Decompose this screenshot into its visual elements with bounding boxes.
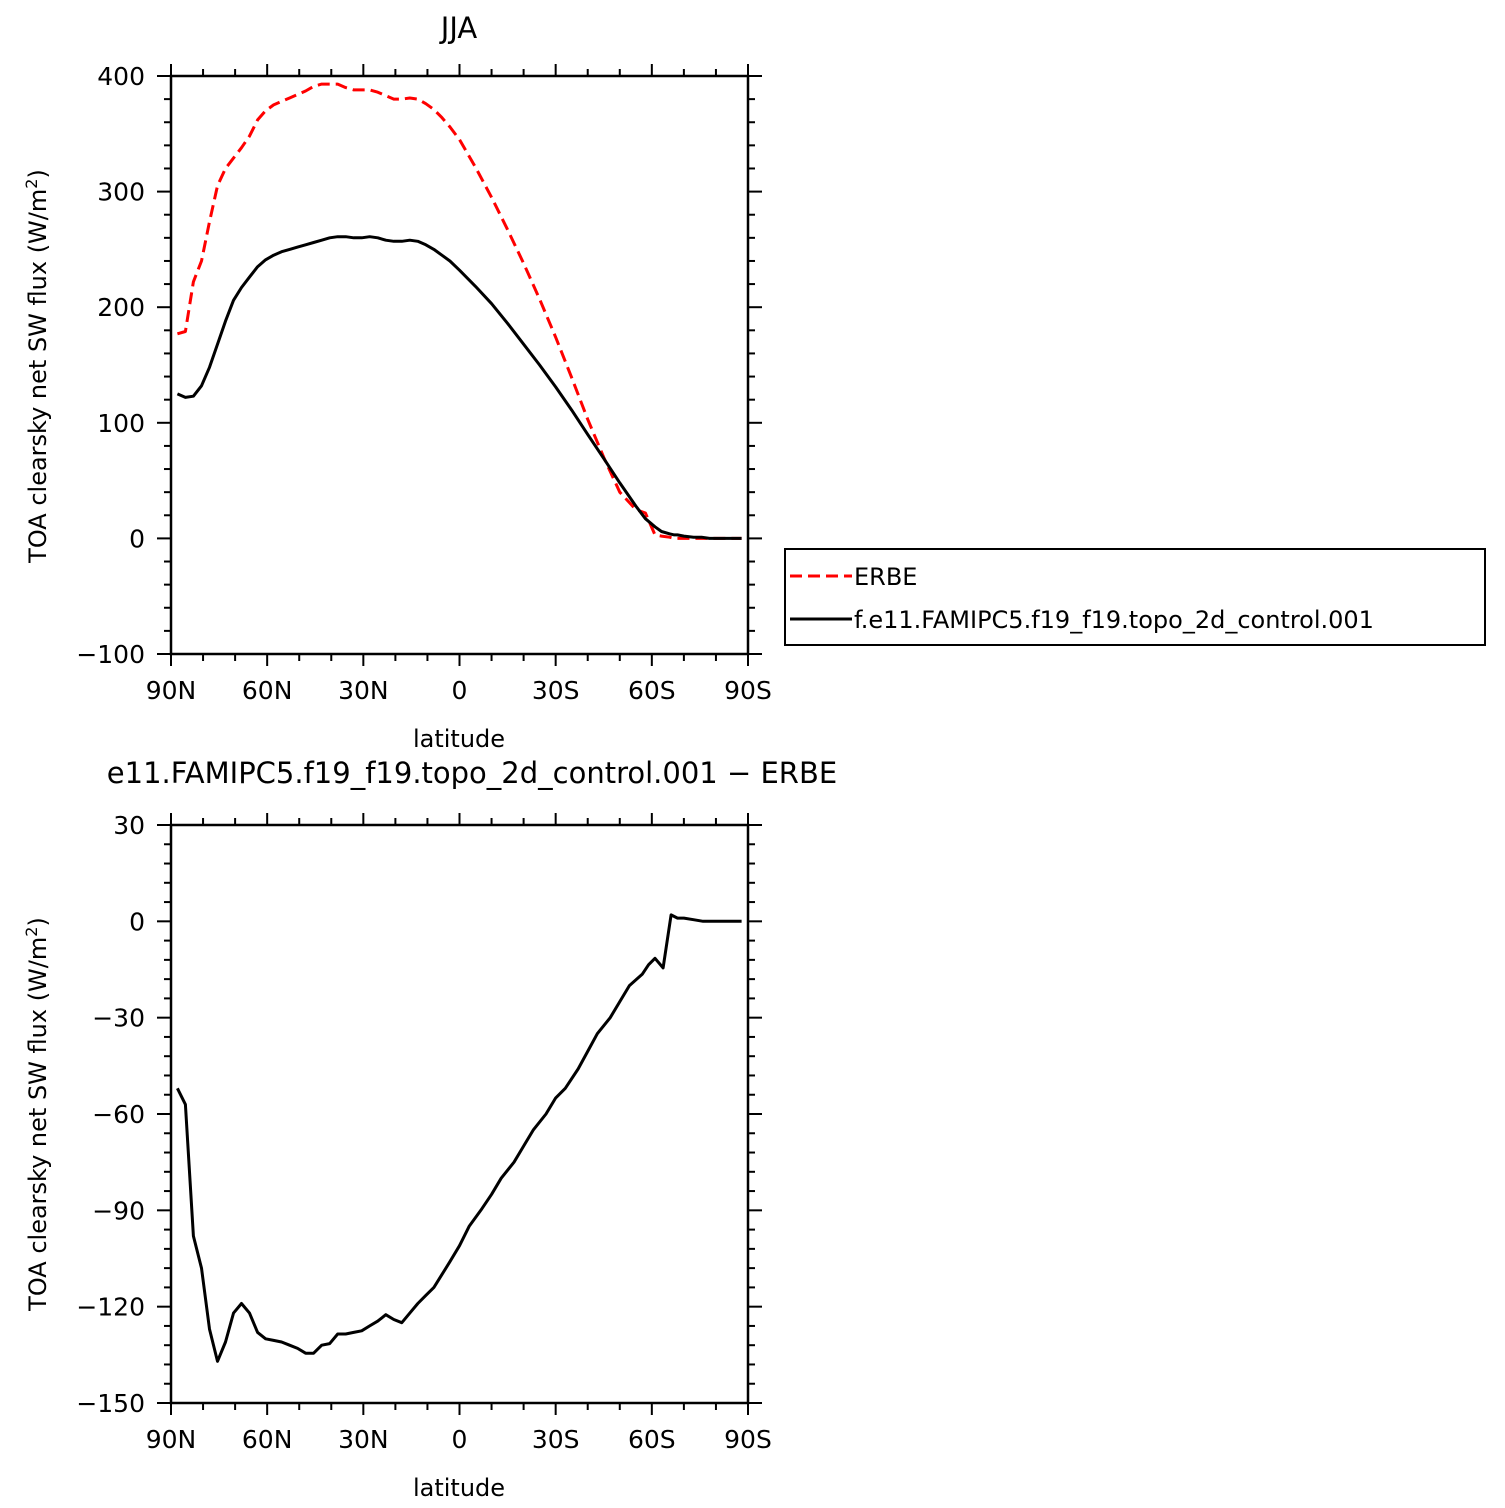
top-chart-ylabel: TOA clearsky net SW flux (W/m2): [22, 169, 52, 564]
bottom-chart-xlabel: latitude: [413, 1474, 505, 1502]
bottom-chart-y-tick-label: −90: [92, 1196, 145, 1225]
bottom-chart-x-tick-label: 90N: [146, 1425, 197, 1454]
bottom-chart-y-tick-label: 30: [113, 811, 145, 840]
top-chart-y-tick-label: −100: [76, 640, 145, 669]
top-chart-x-tick-label: 30S: [532, 676, 580, 705]
bottom-chart-title: e11.FAMIPC5.f19_f19.topo_2d_control.001 …: [107, 756, 837, 790]
legend: ERBE f.e11.FAMIPC5.f19_f19.topo_2d_contr…: [784, 548, 1486, 646]
top-chart-y-tick-label: 400: [97, 62, 145, 91]
top-chart: JJA 90N 60N 30N 0 30S 60S 90S −100 0 100 200 300 400…: [22, 11, 772, 753]
bottom-chart-y-tick-label: −150: [76, 1389, 145, 1418]
legend-model-label: f.e11.FAMIPC5.f19_f19.topo_2d_control.00…: [854, 606, 1374, 634]
bottom-chart-x-tick-label: 60N: [242, 1425, 293, 1454]
bottom-chart-ylabel: TOA clearsky net SW flux (W/m2): [22, 917, 52, 1312]
top-chart-title: JJA: [439, 11, 478, 45]
bottom-chart: e11.FAMIPC5.f19_f19.topo_2d_control.001 …: [22, 756, 837, 1502]
top-chart-x-tick-label: 90S: [724, 676, 772, 705]
top-chart-ticks: 90N 60N 30N 0 30S 60S 90S −100 0 100 200 300 400: [76, 62, 772, 705]
top-chart-y-tick-label: 200: [97, 293, 145, 322]
top-chart-series-erbe-line: [176, 82, 742, 540]
bottom-chart-y-tick-label: −30: [92, 1004, 145, 1033]
bottom-chart-x-tick-label: 60S: [628, 1425, 676, 1454]
top-chart-x-tick-label: 90N: [146, 676, 197, 705]
top-chart-x-tick-label: 60S: [628, 676, 676, 705]
top-chart-x-tick-label: 60N: [242, 676, 293, 705]
bottom-chart-x-tick-label: 90S: [724, 1425, 772, 1454]
top-chart-ylabel-superscript: 2: [22, 179, 41, 189]
bottom-chart-series-layer: [176, 913, 742, 1363]
top-chart-xlabel: latitude: [413, 725, 505, 753]
top-chart-x-tick-label: 0: [452, 676, 468, 705]
top-chart-y-tick-label: 300: [97, 178, 145, 207]
bottom-chart-x-tick-label: 30S: [532, 1425, 580, 1454]
bottom-chart-frame: [169, 823, 750, 1405]
top-chart-x-tick-label: 30N: [338, 676, 389, 705]
top-chart-y-tick-label: 100: [97, 409, 145, 438]
legend-box: [784, 548, 1486, 646]
top-chart-series-model-line: [176, 235, 742, 540]
top-chart-series-layer: [176, 82, 742, 540]
bottom-chart-y-tick-label: 0: [129, 907, 145, 936]
bottom-chart-x-tick-label: 30N: [338, 1425, 389, 1454]
bottom-chart-x-tick-label: 0: [452, 1425, 468, 1454]
legend-erbe-label: ERBE: [854, 563, 917, 591]
bottom-chart-y-tick-label: −60: [92, 1100, 145, 1129]
top-chart-frame: [169, 74, 750, 656]
bottom-chart-series-line-line: [176, 913, 742, 1363]
top-chart-y-tick-label: 0: [129, 524, 145, 553]
bottom-chart-ylabel-superscript: 2: [22, 927, 41, 937]
bottom-chart-ticks: 90N 60N 30N 0 30S 60S 90S −150 −120 −90 −60 −30 0 30: [76, 811, 772, 1454]
bottom-chart-y-tick-label: −120: [76, 1293, 145, 1322]
